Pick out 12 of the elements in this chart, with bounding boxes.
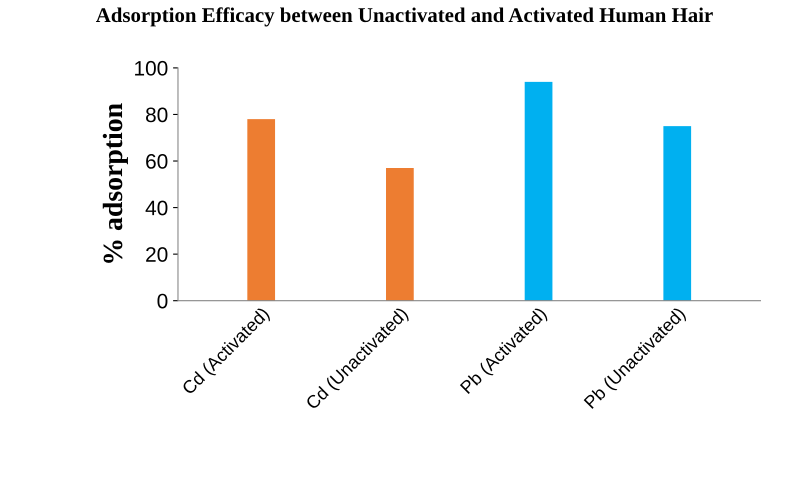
bar — [524, 82, 552, 301]
chart-title: Adsorption Efficacy between Unactivated and Activated Human Hair — [96, 7, 713, 26]
y-tick-label: 60 — [146, 154, 168, 169]
y-tick-label: 40 — [146, 200, 168, 216]
y-tick-label: 0 — [157, 294, 168, 308]
y-axis-title: % adsorption — [102, 103, 128, 263]
y-tick-label: 80 — [146, 107, 168, 122]
y-tick-label: 20 — [146, 247, 168, 262]
y-tick-label: 100 — [135, 60, 168, 76]
bar — [663, 126, 692, 301]
bar — [247, 119, 276, 301]
bar — [386, 168, 414, 301]
